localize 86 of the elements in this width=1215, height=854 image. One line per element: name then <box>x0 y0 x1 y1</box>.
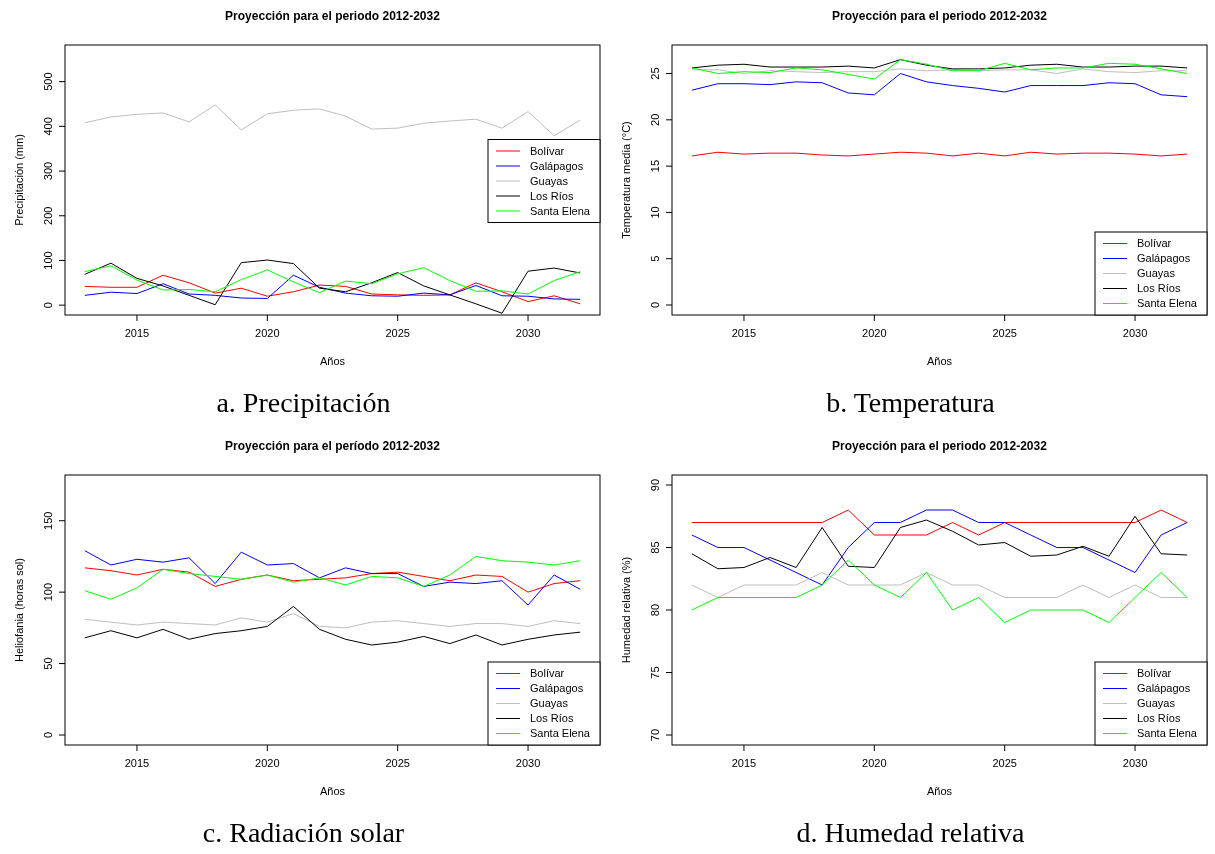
legend-label: Los Ríos <box>530 189 574 202</box>
legend-label: Guayas <box>530 174 569 187</box>
y-tick-label: 90 <box>649 478 661 492</box>
legend-label: Santa Elena <box>1137 727 1198 740</box>
line-series <box>84 104 581 137</box>
y-tick-label: 5 <box>649 255 661 262</box>
x-tick-label: 2020 <box>862 757 887 769</box>
legend-label: Bolívar <box>530 667 565 680</box>
legend-label: Galápagos <box>1137 682 1191 695</box>
line-series <box>691 73 1188 98</box>
text: b. Temperatura <box>826 387 996 418</box>
y-tick-label: 10 <box>649 206 661 219</box>
x-tick-label: 2025 <box>992 327 1017 339</box>
line-series <box>84 567 581 593</box>
x-tick-label: 2025 <box>992 757 1017 769</box>
x-tick-label: 2030 <box>515 327 541 339</box>
legend-label: Los Ríos <box>1137 712 1181 725</box>
x-axis-title: Años <box>926 785 953 797</box>
legend-label: Santa Elena <box>530 727 591 740</box>
legend-label: Bolívar <box>1137 237 1172 250</box>
x-tick-label: 2020 <box>255 327 280 339</box>
y-tick-label: 300 <box>42 161 54 181</box>
legend-label: Los Ríos <box>530 712 574 725</box>
legend-label: Guayas <box>1137 267 1176 280</box>
y-tick-label: 25 <box>649 67 661 80</box>
x-axis-title: Años <box>926 355 953 367</box>
text: c. Radiación solar <box>202 817 405 848</box>
y-axis-title: Humedad relativa (%) <box>620 556 632 664</box>
y-tick-label: 400 <box>42 117 54 136</box>
chart-title: Proyección para el período 2012-2032 <box>225 439 441 453</box>
y-tick-label: 0 <box>42 731 54 739</box>
y-axis-title: Precipitación (mm) <box>13 134 25 226</box>
line-series <box>84 555 581 600</box>
legend-label: Bolívar <box>1137 667 1172 680</box>
y-tick-label: 200 <box>42 206 54 225</box>
y-axis-title: Temperatura media (°C) <box>620 121 632 239</box>
line-series <box>84 265 581 295</box>
y-tick-label: 80 <box>649 603 661 617</box>
y-tick-label: 0 <box>42 302 54 309</box>
x-tick-label: 2015 <box>124 757 150 769</box>
y-tick-label: 75 <box>649 666 661 679</box>
line-series <box>691 59 1188 70</box>
x-tick-label: 2030 <box>515 757 541 769</box>
x-tick-label: 2025 <box>385 757 410 769</box>
x-axis-title: Años <box>319 785 346 797</box>
y-axis-title: Heliofania (horas sol) <box>13 558 25 662</box>
legend-label: Los Ríos <box>1137 282 1181 295</box>
x-tick-label: 2020 <box>862 327 887 339</box>
legend-label: Guayas <box>1137 697 1176 710</box>
x-tick-label: 2015 <box>731 757 757 769</box>
line-series <box>84 613 581 629</box>
text: d. Humedad relativa <box>796 817 1025 848</box>
legend-label: Galápagos <box>530 682 584 695</box>
line-series <box>84 605 581 646</box>
y-tick-label: 0 <box>649 301 661 309</box>
x-tick-label: 2015 <box>124 327 150 339</box>
y-tick-label: 500 <box>42 72 54 91</box>
x-tick-label: 2020 <box>255 757 280 769</box>
legend-label: Bolívar <box>530 144 565 157</box>
y-tick-label: 100 <box>42 251 54 270</box>
legend-label: Galápagos <box>1137 252 1191 265</box>
y-tick-label: 150 <box>42 511 54 530</box>
legend-label: Guayas <box>530 697 569 710</box>
line-series <box>691 559 1188 623</box>
y-tick-label: 100 <box>42 582 54 602</box>
legend-label: Santa Elena <box>1137 297 1198 310</box>
y-tick-label: 70 <box>649 728 661 742</box>
chart-title: Proyección para el periodo 2012-2032 <box>225 9 441 23</box>
line-series <box>691 59 1188 80</box>
x-tick-label: 2030 <box>1122 327 1148 339</box>
y-tick-label: 15 <box>649 159 661 173</box>
chart-title: Proyección para el periodo 2012-2032 <box>832 439 1048 453</box>
line-series <box>691 515 1188 570</box>
x-tick-label: 2030 <box>1122 757 1148 769</box>
line-series <box>691 509 1188 586</box>
legend-label: Santa Elena <box>530 204 591 217</box>
y-tick-label: 20 <box>649 113 661 126</box>
y-tick-label: 50 <box>42 657 54 670</box>
x-tick-label: 2015 <box>731 327 757 339</box>
chart-title: Proyección para el periodo 2012-2032 <box>832 9 1048 23</box>
line-series <box>84 550 581 606</box>
x-axis-title: Años <box>319 355 346 367</box>
text: a. Precipitación <box>216 387 391 418</box>
legend-label: Galápagos <box>530 159 584 172</box>
x-tick-label: 2025 <box>385 327 410 339</box>
y-tick-label: 85 <box>649 541 661 554</box>
